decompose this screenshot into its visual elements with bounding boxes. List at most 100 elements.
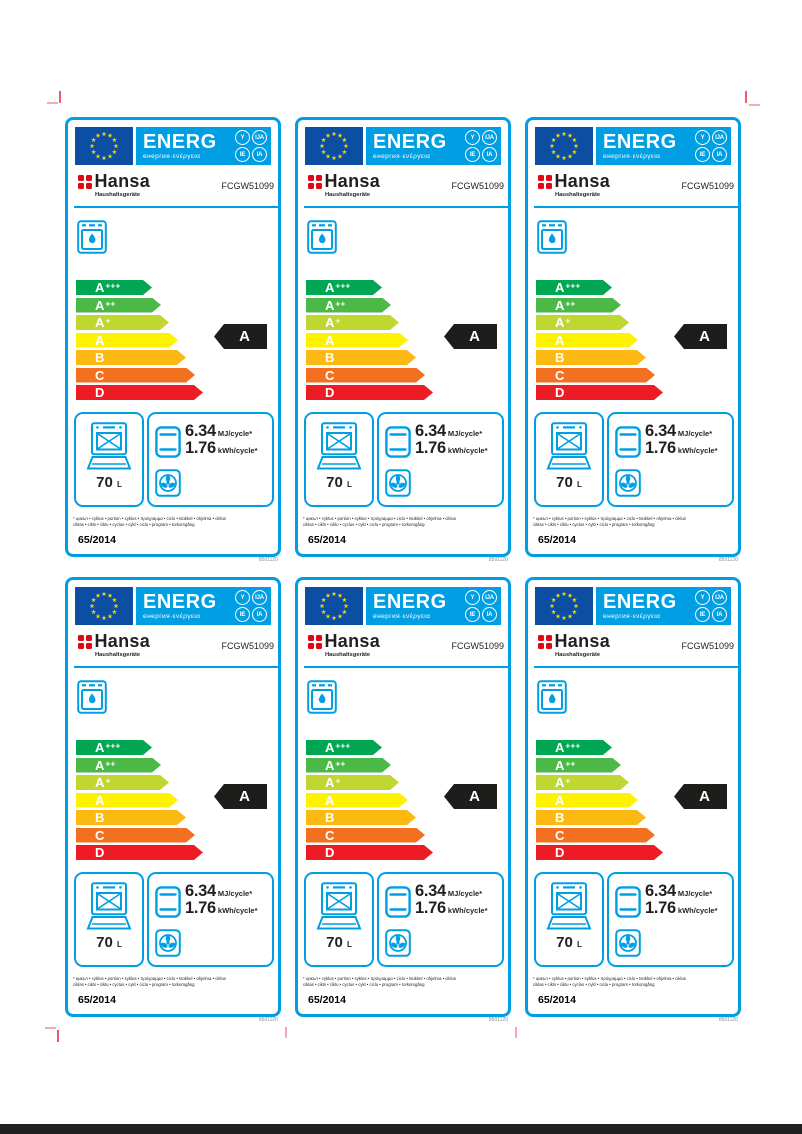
badge-ie: IE: [465, 607, 480, 622]
badge-ia: IA: [712, 607, 727, 622]
eu-flag: [75, 127, 133, 165]
rating-scale: A +++ A ++ A + A B C D: [76, 740, 203, 863]
gas-oven-icon: [537, 680, 567, 714]
gas-oven-icon: [307, 220, 337, 254]
energy-box: 6.34 MJ/cycle* 1.76 kWh/cycle*: [377, 412, 504, 507]
badge-y: Y: [465, 590, 480, 605]
capacity-box: 70 L: [534, 412, 604, 507]
badge-ie: IE: [695, 607, 710, 622]
mj-value: 6.34: [185, 882, 216, 900]
rating-arrow-app: A ++: [76, 298, 161, 313]
rating-scale: A +++ A ++ A + A B C D: [536, 740, 663, 863]
crop-mark: [47, 102, 58, 104]
footnote-line2: ciklas • cikls • ċiklu • cyclus • cykl •…: [73, 982, 195, 988]
energy-box: 6.34 MJ/cycle* 1.76 kWh/cycle*: [147, 412, 274, 507]
eu-flag: [535, 127, 593, 165]
energ-language-badges: Y IJA IE IA: [235, 590, 267, 622]
oven-capacity-icon: [86, 422, 132, 470]
divider: [534, 206, 738, 208]
document-number: 8501120: [488, 1017, 508, 1023]
rating-pointer: A: [444, 784, 497, 809]
capacity-number: 70: [96, 934, 113, 951]
rating-scale: A +++ A ++ A + A B C D: [76, 280, 203, 403]
capacity-box: 70 L: [304, 412, 374, 507]
footnote-line2: ciklas • cikls • ċiklu • cyclus • cykl •…: [73, 522, 195, 528]
model-number: FCGW51099: [451, 641, 504, 651]
footnote: * цикъл • cyklus • portion • syklus • πρ…: [533, 976, 737, 989]
badge-ija: IJA: [252, 590, 267, 605]
brand-row: Hansa Haushaltsgeräte FCGW51099: [308, 172, 504, 198]
energ-wordmark: ENERG: [603, 591, 677, 613]
energy-label: ENERG енергия·ενέργεια Y IJA IE IA Hansa…: [525, 117, 741, 563]
energy-box: 6.34 MJ/cycle* 1.76 kWh/cycle*: [377, 872, 504, 967]
rating-arrow-a: A: [306, 793, 408, 808]
kwh-value: 1.76: [415, 899, 446, 917]
consumption-values: 6.34 MJ/cycle* 1.76 kWh/cycle*: [415, 422, 488, 457]
footnote: * цикъл • cyklus • portion • syklus • πρ…: [303, 976, 507, 989]
brand-name: Hansa: [554, 631, 611, 651]
capacity-box: 70 L: [304, 872, 374, 967]
eu-flag: [305, 127, 363, 165]
label-header: ENERG енергия·ενέργεια Y IJA IE IA: [305, 587, 501, 625]
capacity-number: 70: [326, 474, 343, 491]
hansa-logo-icon: [538, 635, 552, 649]
model-number: FCGW51099: [681, 181, 734, 191]
badge-ie: IE: [235, 147, 250, 162]
mj-value: 6.34: [415, 882, 446, 900]
crop-mark: [285, 1027, 287, 1038]
eu-stars-icon: [319, 131, 349, 161]
energ-banner: ENERG енергия·ενέργεια Y IJA IE IA: [596, 127, 731, 165]
badge-y: Y: [695, 590, 710, 605]
badge-y: Y: [235, 590, 250, 605]
footnote-line1: * цикъл • cyklus • portion • syklus • πρ…: [303, 976, 457, 981]
rating-arrow-c: C: [76, 828, 195, 843]
badge-ia: IA: [482, 147, 497, 162]
mj-unit: MJ/cycle*: [447, 429, 483, 438]
rating-arrow-appp: A +++: [76, 280, 152, 295]
rating-arrow-a: A: [536, 793, 638, 808]
rating-arrow-app: A ++: [536, 758, 621, 773]
energ-language-badges: Y IJA IE IA: [235, 130, 267, 162]
consumption-values: 6.34 MJ/cycle* 1.76 kWh/cycle*: [415, 882, 488, 917]
rating-scale: A +++ A ++ A + A B C D: [306, 280, 433, 403]
fan-icon: [615, 469, 641, 502]
capacity-unit: L: [346, 940, 352, 949]
energy-box: 6.34 MJ/cycle* 1.76 kWh/cycle*: [607, 872, 734, 967]
rating-arrow-d: D: [536, 845, 663, 860]
energ-wordmark: ENERG: [373, 591, 447, 613]
rating-arrow-app: A ++: [536, 298, 621, 313]
labels-grid: ENERG енергия·ενέργεια Y IJA IE IA Hansa…: [65, 117, 741, 1023]
capacity-unit: L: [576, 940, 582, 949]
kwh-value: 1.76: [185, 439, 216, 457]
energ-banner: ENERG енергия·ενέργεια Y IJA IE IA: [136, 127, 271, 165]
rating-pointer-letter: A: [469, 328, 480, 345]
footnote-line1: * цикъл • cyklus • portion • syklus • πρ…: [533, 516, 687, 521]
crop-mark: [57, 1030, 59, 1042]
regulation-number: 65/2014: [78, 994, 116, 1006]
capacity-unit: L: [346, 480, 352, 489]
badge-ia: IA: [252, 147, 267, 162]
footnote-line2: ciklas • cikls • ċiklu • cyclus • cykl •…: [533, 522, 655, 528]
mj-value: 6.34: [645, 422, 676, 440]
rating-pointer-letter: A: [239, 788, 250, 805]
energ-language-badges: Y IJA IE IA: [695, 590, 727, 622]
hansa-logo-icon: [78, 635, 92, 649]
divider: [304, 666, 508, 668]
energ-language-badges: Y IJA IE IA: [695, 130, 727, 162]
rating-arrow-d: D: [306, 845, 433, 860]
regulation-number: 65/2014: [308, 534, 346, 546]
eu-stars-icon: [319, 591, 349, 621]
rating-scale: A +++ A ++ A + A B C D: [536, 280, 663, 403]
kwh-value: 1.76: [185, 899, 216, 917]
rating-arrow-b: B: [76, 810, 186, 825]
model-number: FCGW51099: [681, 641, 734, 651]
oven-cavity-icon: [385, 886, 411, 918]
badge-ie: IE: [465, 147, 480, 162]
gas-oven-icon: [307, 680, 337, 714]
rating-arrow-app: A ++: [306, 758, 391, 773]
energ-subtitle: енергия·ενέργεια: [603, 153, 661, 160]
badge-ia: IA: [482, 607, 497, 622]
capacity-number: 70: [96, 474, 113, 491]
capacity-value: 70 L: [96, 935, 122, 950]
capacity-box: 70 L: [74, 872, 144, 967]
